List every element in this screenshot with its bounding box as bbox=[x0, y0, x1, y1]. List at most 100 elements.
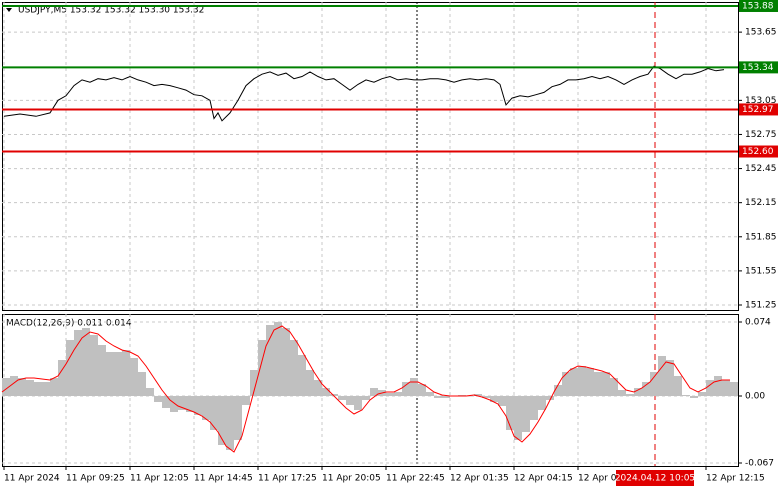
macd-bar bbox=[602, 372, 610, 396]
macd-bar bbox=[690, 396, 698, 398]
macd-bar bbox=[322, 388, 330, 396]
y-tick-label: 151.25 bbox=[745, 300, 777, 310]
macd-bar bbox=[730, 382, 738, 396]
macd-bar bbox=[90, 335, 98, 396]
macd-bar bbox=[258, 340, 266, 396]
signal-line bbox=[1, 325, 730, 453]
macd-bar bbox=[162, 396, 170, 408]
y-tick-label: 152.15 bbox=[745, 198, 777, 208]
level-label: 152.97 bbox=[742, 105, 774, 115]
macd-bar bbox=[50, 378, 58, 396]
macd-bar bbox=[362, 396, 370, 400]
macd-bar bbox=[466, 396, 474, 397]
level-label-box bbox=[739, 145, 778, 158]
macd-bar bbox=[210, 396, 218, 430]
x-tick-label: 11 Apr 12:05 bbox=[130, 474, 189, 484]
time-label: 2024.04.12 10:05 bbox=[615, 474, 695, 484]
y-tick-label: 152.45 bbox=[745, 164, 777, 174]
y-tick-label: 0.00 bbox=[745, 392, 765, 402]
level-label-box bbox=[739, 103, 778, 116]
level-label-box bbox=[739, 61, 778, 74]
macd-bar bbox=[626, 394, 634, 396]
macd-bar bbox=[98, 345, 106, 396]
macd-bar bbox=[394, 392, 402, 396]
macd-bar bbox=[346, 396, 354, 405]
macd-bar bbox=[554, 385, 562, 396]
x-tick-label: 11 Apr 17:25 bbox=[258, 474, 317, 484]
macd-bar bbox=[546, 396, 554, 400]
macd-bar bbox=[594, 372, 602, 396]
macd-bar bbox=[538, 396, 546, 410]
macd-bar bbox=[298, 355, 306, 396]
macd-bar bbox=[250, 370, 258, 396]
macd-bar bbox=[314, 380, 322, 396]
macd-bar bbox=[186, 396, 194, 412]
macd-bar bbox=[330, 394, 338, 396]
macd-bar bbox=[642, 382, 650, 396]
macd-bar bbox=[586, 368, 594, 396]
macd-bar bbox=[490, 396, 498, 402]
y-tick-label: 153.05 bbox=[745, 96, 777, 106]
macd-bar bbox=[18, 378, 26, 396]
macd-bar bbox=[290, 340, 298, 396]
level-label-box bbox=[739, 0, 778, 12]
macd-bar bbox=[74, 330, 82, 396]
y-tick-label: 0.074 bbox=[745, 318, 771, 328]
price-line bbox=[3, 65, 725, 122]
macd-bar bbox=[578, 366, 586, 396]
macd-bar bbox=[218, 396, 226, 445]
macd-bar bbox=[10, 376, 18, 396]
macd-bar bbox=[242, 396, 250, 405]
macd-bar bbox=[682, 395, 690, 396]
x-tick-label: 12 Apr 01:35 bbox=[450, 474, 509, 484]
macd-bar bbox=[650, 372, 658, 396]
macd-bar bbox=[122, 350, 130, 396]
macd-bar bbox=[130, 358, 138, 396]
macd-bar bbox=[154, 396, 162, 402]
x-tick-label: 11 Apr 09:25 bbox=[66, 474, 125, 484]
macd-bar bbox=[386, 393, 394, 396]
y-tick-label: 151.55 bbox=[745, 266, 777, 276]
macd-bar bbox=[58, 360, 66, 396]
macd-bar bbox=[674, 376, 682, 396]
macd-bar bbox=[338, 396, 346, 400]
macd-bar bbox=[114, 352, 122, 396]
macd-bar bbox=[42, 382, 50, 396]
macd-bar bbox=[426, 392, 434, 396]
x-tick-label: 11 Apr 20:05 bbox=[322, 474, 381, 484]
macd-bar bbox=[234, 396, 242, 440]
macd-bar bbox=[706, 380, 714, 396]
macd-bar bbox=[194, 396, 202, 415]
y-tick-label: 153.65 bbox=[745, 28, 777, 38]
macd-bar bbox=[570, 368, 578, 396]
y-tick-label: 151.85 bbox=[745, 232, 777, 242]
macd-bar bbox=[170, 396, 178, 412]
macd-bar bbox=[34, 382, 42, 396]
macd-bar bbox=[138, 372, 146, 396]
macd-bar bbox=[634, 388, 642, 396]
macd-bar bbox=[402, 382, 410, 396]
macd-bar bbox=[514, 396, 522, 440]
macd-bar bbox=[146, 388, 154, 396]
macd-bar bbox=[26, 380, 34, 396]
x-tick-label: 12 Apr 0 bbox=[578, 474, 617, 484]
macd-bar bbox=[410, 378, 418, 396]
macd-bar bbox=[418, 384, 426, 396]
chart-title: USDJPY,M5 153.32 153.32 153.30 153.32 bbox=[18, 6, 204, 16]
macd-bar bbox=[434, 396, 442, 398]
macd-bar bbox=[306, 370, 314, 396]
macd-bar bbox=[2, 378, 10, 396]
level-label: 153.34 bbox=[742, 63, 774, 73]
macd-bar bbox=[66, 340, 74, 396]
macd-bar bbox=[82, 328, 90, 396]
macd-bar bbox=[722, 380, 730, 396]
macd-bar bbox=[370, 388, 378, 396]
macd-bar bbox=[282, 328, 290, 396]
macd-bar bbox=[506, 396, 514, 430]
macd-bar bbox=[666, 360, 674, 396]
x-tick-label: 12 Apr 04:15 bbox=[514, 474, 573, 484]
macd-bar bbox=[274, 322, 282, 396]
x-tick-label: 11 Apr 22:45 bbox=[386, 474, 445, 484]
